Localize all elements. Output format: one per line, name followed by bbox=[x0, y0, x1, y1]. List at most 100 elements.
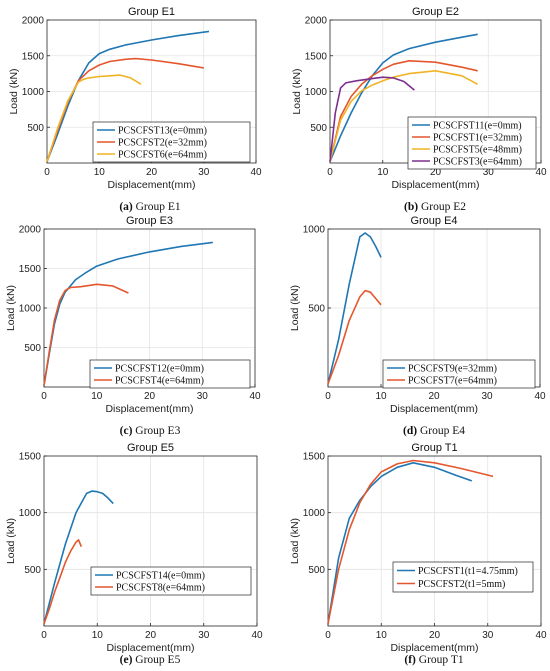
panel-caption: (e) Group E5 bbox=[120, 654, 181, 666]
x-tick-label: 0 bbox=[325, 630, 331, 641]
legend-entry: PCSCFST3(e=64mm) bbox=[433, 157, 522, 168]
y-tick-label: 1500 bbox=[305, 51, 328, 62]
chart-title: Group E5 bbox=[127, 442, 174, 454]
y-tick-label: 1000 bbox=[303, 508, 326, 519]
caption-tag: (c) bbox=[120, 425, 136, 437]
y-tick-label: 1000 bbox=[303, 225, 326, 236]
x-axis-label: Displacement(mm) bbox=[390, 642, 478, 654]
x-tick-label: 10 bbox=[376, 630, 388, 641]
panel-caption: (b) Group E2 bbox=[404, 201, 466, 213]
x-tick-label: 10 bbox=[94, 167, 106, 178]
legend-entry: PCSCFST9(e=32mm) bbox=[408, 364, 497, 375]
x-tick-label: 40 bbox=[535, 167, 547, 178]
series-line-1 bbox=[327, 461, 473, 624]
y-tick-label: 1500 bbox=[19, 452, 42, 463]
chart-panel-1: 0 10 20 30 40 500 1000 1500 2000 Group E1 Displace… bbox=[8, 6, 262, 213]
x-axis-label: Displacement(mm) bbox=[105, 403, 193, 415]
caption-text: Group E4 bbox=[420, 425, 465, 437]
x-tick-label: 40 bbox=[249, 391, 261, 402]
x-axis-label: Displacement(mm) bbox=[391, 179, 479, 191]
legend-box bbox=[392, 561, 534, 593]
series-line-4 bbox=[329, 76, 415, 162]
chart-title: Group E4 bbox=[410, 215, 457, 227]
x-tick-label: 0 bbox=[41, 630, 47, 641]
legend-entry: PCSCFST2(e=32mm) bbox=[118, 138, 207, 149]
series-line-1 bbox=[327, 232, 382, 384]
panel-caption: (f) Group T1 bbox=[404, 654, 463, 666]
series-line-1 bbox=[43, 490, 114, 624]
legend-box bbox=[90, 566, 252, 596]
x-tick-label: 40 bbox=[250, 167, 262, 178]
legend-box bbox=[92, 121, 251, 163]
y-tick-label: 1000 bbox=[22, 87, 45, 98]
y-axis-label: Load (kN) bbox=[289, 285, 301, 331]
legend: PCSCFST12(e=0mm)PCSCFST4(e=64mm) bbox=[89, 359, 251, 389]
series-line-2 bbox=[327, 459, 494, 624]
series-line-2 bbox=[43, 283, 129, 386]
chart-panel-3: 0 10 20 30 40 500 1000 1500 2000 Group E3 Displace… bbox=[5, 215, 261, 437]
y-tick-label: 1500 bbox=[22, 51, 45, 62]
x-tick-label: 30 bbox=[198, 167, 210, 178]
y-axis-label: Load (kN) bbox=[289, 518, 301, 564]
x-tick-label: 20 bbox=[428, 391, 440, 402]
y-tick-label: 1000 bbox=[305, 87, 328, 98]
series-line-2 bbox=[327, 289, 382, 385]
x-tick-label: 20 bbox=[429, 630, 441, 641]
legend-entry: PCSCFST14(e=0mm) bbox=[116, 571, 205, 582]
y-tick-label: 1500 bbox=[303, 452, 326, 463]
series-line-1 bbox=[46, 30, 210, 162]
chart-title: Group T1 bbox=[411, 442, 457, 454]
legend-entry: PCSCFST8(e=64mm) bbox=[116, 583, 205, 594]
y-tick-label: 1500 bbox=[19, 264, 42, 275]
x-tick-label: 40 bbox=[251, 630, 263, 641]
x-tick-label: 10 bbox=[91, 391, 103, 402]
x-axis-label: Displacement(mm) bbox=[106, 642, 194, 654]
series-line-1 bbox=[329, 33, 478, 162]
legend-entry: PCSCFST11(e=0mm) bbox=[433, 121, 522, 132]
y-axis-label: Load (kN) bbox=[291, 68, 303, 114]
caption-tag: (d) bbox=[403, 425, 420, 437]
y-tick-label: 1000 bbox=[19, 508, 42, 519]
x-tick-label: 0 bbox=[44, 167, 50, 178]
y-tick-label: 500 bbox=[308, 304, 325, 315]
legend-box bbox=[382, 359, 536, 389]
chart-panel-4: 0 10 20 30 40 500 1000 Group E4 Displacement(mm)… bbox=[289, 215, 546, 437]
x-tick-label: 30 bbox=[198, 630, 210, 641]
panel-caption: (a) Group E1 bbox=[119, 201, 181, 213]
x-tick-label: 30 bbox=[481, 391, 493, 402]
y-axis-label: Load (kN) bbox=[5, 518, 17, 564]
x-tick-label: 30 bbox=[482, 630, 494, 641]
caption-text: Group E1 bbox=[136, 201, 181, 213]
y-tick-label: 2000 bbox=[19, 225, 42, 236]
x-tick-label: 20 bbox=[430, 167, 442, 178]
caption-text: Group E3 bbox=[135, 425, 180, 437]
series-line-2 bbox=[329, 59, 478, 162]
caption-tag: (b) bbox=[404, 201, 421, 213]
legend: PCSCFST9(e=32mm)PCSCFST7(e=64mm) bbox=[382, 359, 536, 389]
x-tick-label: 20 bbox=[145, 630, 157, 641]
chart-panel-2: 0 10 20 30 40 500 1000 1500 2000 Group E2 Displace… bbox=[291, 6, 547, 213]
legend-entry: PCSCFST6(e=64mm) bbox=[118, 150, 207, 161]
x-tick-label: 0 bbox=[325, 391, 331, 402]
legend-entry: PCSCFST7(e=64mm) bbox=[408, 376, 497, 387]
series-line-3 bbox=[329, 70, 479, 162]
x-tick-label: 40 bbox=[535, 630, 547, 641]
legend: PCSCFST1(t1=4.75mm) PCSCFST2(t1=5mm) bbox=[392, 561, 534, 593]
x-tick-label: 20 bbox=[144, 391, 156, 402]
series-line-3 bbox=[46, 74, 142, 162]
caption-text: Group T1 bbox=[419, 654, 464, 666]
caption-text: Group E2 bbox=[421, 201, 466, 213]
legend: PCSCFST14(e=0mm)PCSCFST8(e=64mm) bbox=[90, 566, 252, 596]
y-axis-label: Load (kN) bbox=[8, 68, 20, 114]
chart-title: Group E3 bbox=[126, 215, 173, 227]
y-tick-label: 500 bbox=[308, 565, 325, 576]
y-tick-label: 1000 bbox=[19, 304, 42, 315]
x-axis-label: Displacement(mm) bbox=[107, 179, 195, 191]
legend-entry: PCSCFST12(e=0mm) bbox=[115, 364, 204, 375]
x-tick-label: 10 bbox=[92, 630, 104, 641]
y-tick-label: 500 bbox=[310, 123, 327, 134]
legend-entry: PCSCFST2(t1=5mm) bbox=[418, 579, 505, 590]
y-tick-label: 500 bbox=[27, 123, 44, 134]
